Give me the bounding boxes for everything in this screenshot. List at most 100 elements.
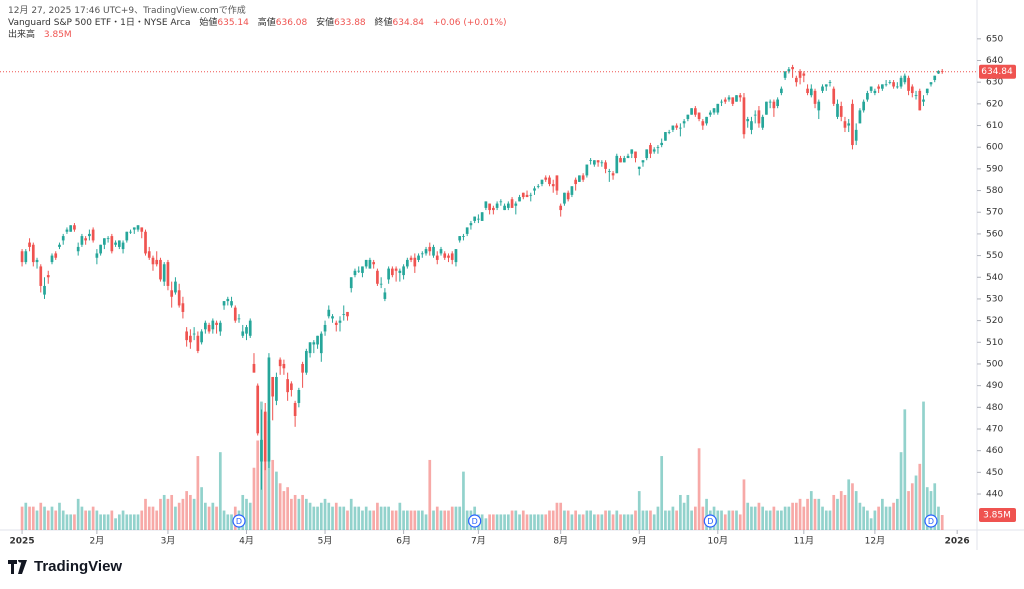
candle-body [297, 389, 301, 403]
y-tick-label: 530 [986, 294, 1003, 304]
high-label: 高値 [257, 18, 276, 28]
candle-body [361, 266, 364, 273]
candle-body [492, 207, 495, 211]
volume-bar [791, 502, 794, 530]
y-tick-label: 490 [986, 381, 1003, 391]
candle-body [28, 242, 31, 247]
volume-bar [570, 514, 574, 530]
volume-bar [443, 510, 447, 530]
candle-body [806, 88, 809, 94]
volume-bar [884, 506, 888, 530]
volume-bar [84, 510, 88, 530]
x-tick-label: 12月 [865, 536, 885, 547]
candle-body [675, 125, 678, 128]
volume-bar [720, 510, 723, 530]
candle-body [933, 75, 937, 81]
candle-body [862, 101, 866, 111]
volume-bar [405, 510, 409, 530]
x-tick-label: 10月 [708, 536, 728, 547]
candle-body [809, 88, 813, 96]
volume-bar [376, 502, 379, 530]
candle-body [765, 101, 768, 115]
volume-bar [103, 514, 106, 530]
volume-bar [798, 498, 802, 530]
volume-bar [780, 510, 783, 530]
candle-body [402, 266, 405, 276]
volume-bar [383, 506, 387, 530]
volume-bar [895, 498, 899, 530]
candle-body [593, 160, 596, 165]
volume-bar [933, 483, 937, 530]
candle-body [660, 142, 664, 146]
candle-body [735, 95, 738, 102]
dividend-label: D [928, 517, 934, 526]
volume-bar [918, 463, 922, 530]
volume-bar [282, 491, 286, 530]
candle-body [854, 129, 858, 141]
x-tick-label: 7月 [471, 536, 486, 547]
last-volume-label: 3.85M [983, 511, 1011, 521]
volume-bar [409, 510, 413, 530]
volume-bar [69, 514, 73, 530]
candle-body [338, 320, 342, 323]
volume-bar [211, 502, 215, 530]
volume-bar [129, 514, 132, 530]
volume-bar [809, 491, 813, 530]
candle-body [189, 335, 192, 343]
candle-body [24, 251, 28, 263]
candle-body [929, 82, 933, 85]
y-tick-label: 620 [986, 99, 1003, 109]
volume-bar [379, 506, 383, 530]
volume-bar [679, 494, 682, 530]
volume-bar [925, 487, 929, 530]
candle-body [237, 318, 241, 320]
candle-body [420, 253, 424, 255]
candle-body [791, 67, 794, 70]
volume-bar [873, 510, 877, 530]
volume-bar [536, 514, 540, 530]
volume-bar [50, 506, 54, 530]
candle-body [899, 77, 903, 87]
candle-body [798, 71, 802, 78]
volume-bar [204, 502, 207, 530]
volume-bar [323, 498, 327, 530]
candle-body [881, 84, 884, 89]
y-tick-label: 600 [986, 143, 1003, 153]
candle-body [551, 184, 555, 187]
volume-bar [858, 502, 862, 530]
volume-bar [28, 506, 31, 530]
volume-bar [177, 502, 181, 530]
candle-body [622, 158, 626, 163]
candle-body [349, 277, 353, 289]
candle-body [226, 298, 230, 302]
volume-bar [372, 510, 376, 530]
volume-bar [454, 506, 458, 530]
candle-body [114, 242, 117, 245]
candle-body [652, 149, 656, 152]
volume-bar [910, 483, 914, 530]
volume-bar [548, 510, 551, 530]
change: +0.06 (+0.01%) [432, 18, 507, 28]
volume-bar [361, 510, 364, 530]
candle-body [308, 342, 312, 354]
y-tick-label: 540 [986, 273, 1003, 283]
volume-bar [91, 506, 95, 530]
candle-body [817, 101, 821, 111]
volume-bar [334, 502, 338, 530]
volume-bar [551, 510, 555, 530]
volume-bar [192, 498, 196, 530]
candle-body [686, 114, 690, 120]
volume-bar [43, 506, 46, 530]
x-tick-label: 2月 [90, 536, 105, 547]
candle-body [693, 108, 697, 115]
candle-body [839, 106, 843, 117]
candle-body [750, 121, 753, 130]
candle-body [428, 246, 432, 252]
volume-bar [914, 475, 918, 530]
volume-bar [824, 510, 828, 530]
volume-bar [761, 506, 765, 530]
candle-body [450, 253, 454, 260]
volume-bar [35, 510, 39, 530]
candle-body [518, 197, 521, 202]
volume-bar [297, 498, 301, 530]
